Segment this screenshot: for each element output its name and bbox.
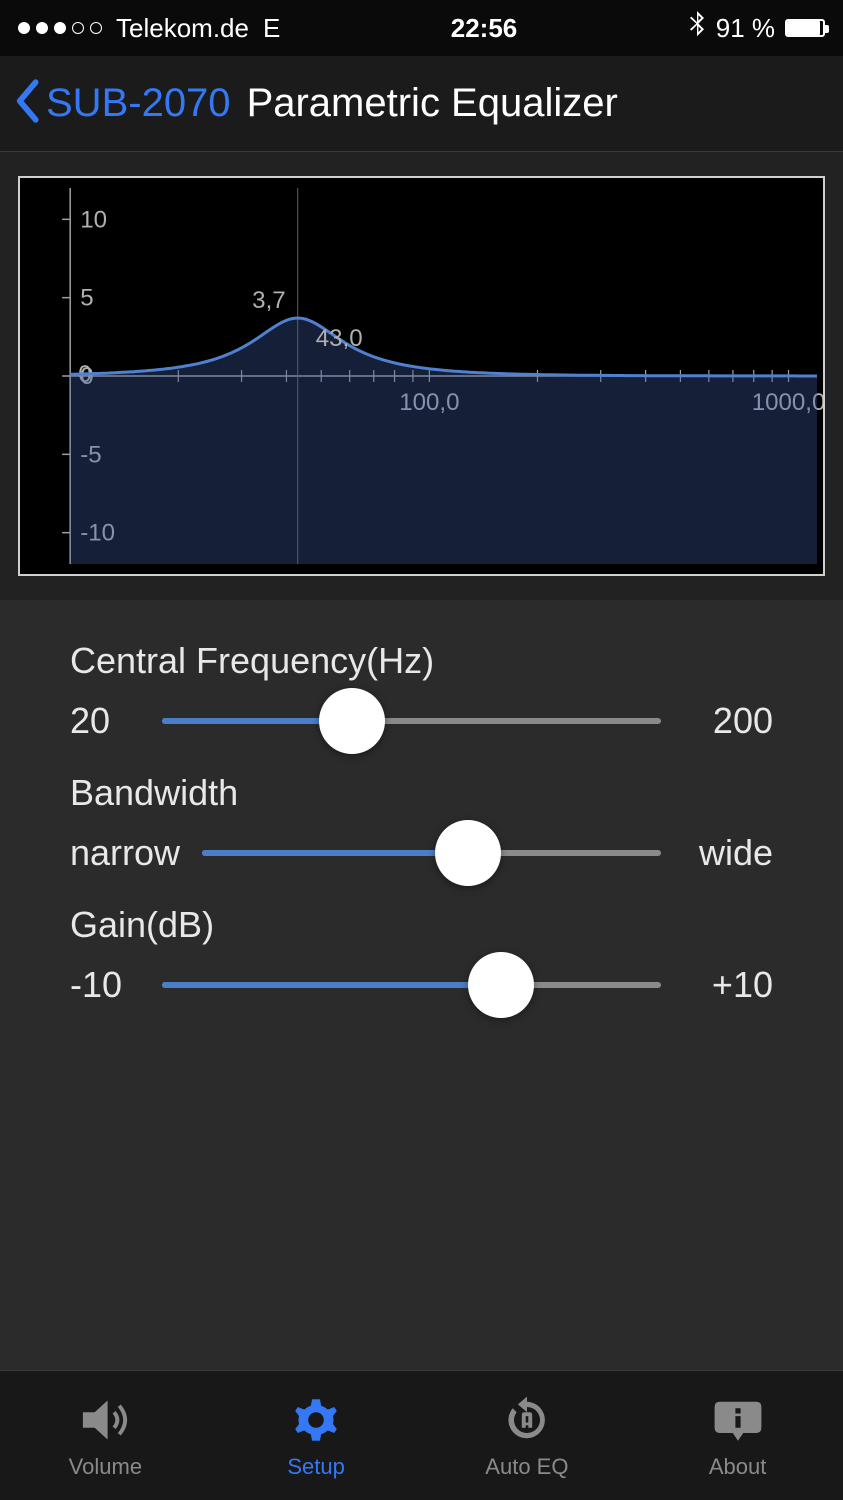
tab-setup[interactable]: Setup: [211, 1371, 422, 1500]
frequency-min-label: 20: [70, 700, 140, 742]
bluetooth-icon: [688, 11, 706, 46]
status-left: Telekom.de E: [18, 13, 280, 44]
signal-strength-icon: [18, 22, 102, 34]
page-title: Parametric Equalizer: [247, 81, 618, 126]
tab-volume-label: Volume: [69, 1454, 142, 1480]
gain-min-label: -10: [70, 964, 140, 1006]
status-right: 91 %: [688, 11, 825, 46]
back-button-label[interactable]: SUB-2070: [46, 81, 231, 126]
volume-icon: [77, 1392, 133, 1448]
tab-bar: Volume Setup Auto EQ About: [0, 1370, 843, 1500]
gain-control: Gain(dB) -10 +10: [70, 904, 773, 1006]
back-chevron-icon[interactable]: [14, 79, 40, 128]
controls-panel: Central Frequency(Hz) 20 200 Bandwidth n…: [0, 600, 843, 1370]
svg-text:43,0: 43,0: [316, 325, 363, 352]
carrier-label: Telekom.de: [116, 13, 249, 44]
gain-slider-thumb[interactable]: [468, 952, 534, 1018]
bandwidth-label: Bandwidth: [70, 772, 773, 814]
status-bar: Telekom.de E 22:56 91 %: [0, 0, 843, 56]
nav-header: SUB-2070 Parametric Equalizer: [0, 56, 843, 152]
about-icon: [710, 1392, 766, 1448]
battery-percent-label: 91 %: [716, 13, 775, 44]
tab-autoeq[interactable]: Auto EQ: [422, 1371, 633, 1500]
eq-graph[interactable]: -10-505100100,01000,03,743,0: [18, 176, 825, 576]
frequency-label: Central Frequency(Hz): [70, 640, 773, 682]
tab-about[interactable]: About: [632, 1371, 843, 1500]
bandwidth-control: Bandwidth narrow wide: [70, 772, 773, 874]
svg-text:5: 5: [80, 285, 93, 312]
tab-volume[interactable]: Volume: [0, 1371, 211, 1500]
gain-slider-row: -10 +10: [70, 964, 773, 1006]
bandwidth-slider[interactable]: [202, 850, 661, 856]
autoeq-icon: [499, 1392, 555, 1448]
svg-text:3,7: 3,7: [252, 287, 285, 314]
tab-about-label: About: [709, 1454, 767, 1480]
bandwidth-slider-fill: [202, 850, 468, 856]
gain-slider-fill: [162, 982, 501, 988]
eq-curve-svg: -10-505100100,01000,03,743,0: [20, 178, 823, 574]
bandwidth-slider-row: narrow wide: [70, 832, 773, 874]
gear-icon: [288, 1392, 344, 1448]
gain-slider[interactable]: [162, 982, 661, 988]
frequency-max-label: 200: [683, 700, 773, 742]
battery-fill: [787, 21, 820, 35]
bandwidth-min-label: narrow: [70, 832, 180, 874]
frequency-slider-row: 20 200: [70, 700, 773, 742]
frequency-control: Central Frequency(Hz) 20 200: [70, 640, 773, 742]
battery-icon: [785, 19, 825, 37]
bandwidth-max-label: wide: [683, 832, 773, 874]
graph-container: -10-505100100,01000,03,743,0: [0, 152, 843, 600]
svg-text:10: 10: [80, 206, 107, 233]
tab-setup-label: Setup: [287, 1454, 345, 1480]
gain-label: Gain(dB): [70, 904, 773, 946]
frequency-slider[interactable]: [162, 718, 661, 724]
status-time: 22:56: [280, 13, 687, 44]
gain-max-label: +10: [683, 964, 773, 1006]
frequency-slider-thumb[interactable]: [319, 688, 385, 754]
tab-autoeq-label: Auto EQ: [485, 1454, 568, 1480]
bandwidth-slider-thumb[interactable]: [435, 820, 501, 886]
network-type-label: E: [263, 13, 280, 44]
